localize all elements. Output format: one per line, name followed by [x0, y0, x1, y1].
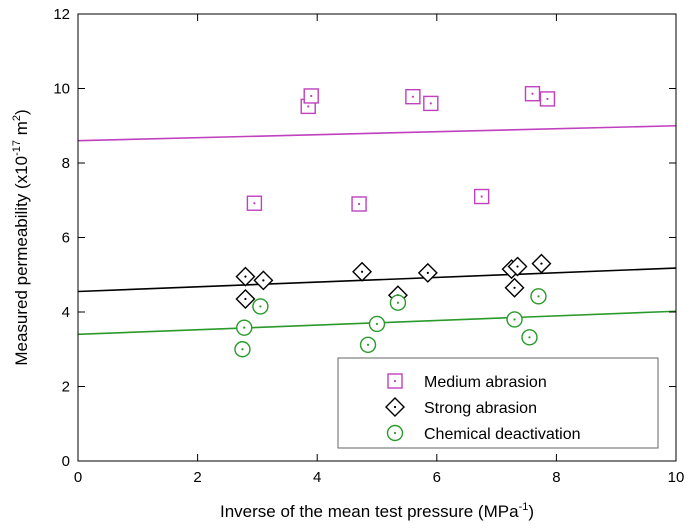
- circle-marker: [234, 341, 251, 358]
- diamond-marker: [417, 262, 438, 283]
- legend-entry: Chemical deactivation: [386, 424, 581, 443]
- y-axis-label: Measured permeability (x10-17 m2): [11, 109, 31, 365]
- x-tick-label: 0: [74, 469, 82, 486]
- legend-entry: Strong abrasion: [385, 397, 537, 417]
- diamond-marker: [235, 266, 256, 287]
- square-marker: [246, 195, 263, 211]
- fit-line-series-0: [77, 124, 677, 142]
- square-marker: [351, 196, 367, 212]
- fit-lines: [77, 124, 677, 336]
- y-tick-label: 2: [62, 379, 70, 396]
- legend: Medium abrasion Strong abrasion Chemical d…: [337, 357, 659, 449]
- y-tick-label: 4: [62, 304, 70, 321]
- x-axis-label: Inverse of the mean test pressure (MPa-1…: [220, 501, 534, 521]
- fit-line-series-1: [77, 267, 677, 293]
- square-marker: [539, 91, 556, 107]
- x-tick-label: 8: [552, 469, 560, 486]
- circle-marker: [252, 298, 269, 315]
- square-marker: [405, 88, 421, 105]
- square-marker: [423, 95, 439, 112]
- x-tick-label: 2: [193, 469, 201, 486]
- legend-diamond-marker: [385, 397, 405, 417]
- square-marker: [473, 188, 490, 205]
- y-tick-label: 8: [62, 155, 70, 172]
- circle-marker: [368, 315, 386, 333]
- y-tick-label: 10: [53, 81, 70, 98]
- axis-ticks: 0 2 4 6 8 10 0 2 4 6 8 10 12: [53, 6, 684, 486]
- legend-circle-marker: [386, 424, 404, 442]
- square-marker: [303, 88, 319, 104]
- circle-marker: [359, 336, 377, 353]
- legend-label: Strong abrasion: [424, 400, 537, 417]
- x-tick-label: 6: [433, 469, 441, 486]
- circle-marker: [521, 329, 538, 346]
- circle-marker: [506, 311, 523, 328]
- diamond-marker: [531, 253, 552, 274]
- x-tick-label: 10: [668, 469, 685, 486]
- circle-marker: [389, 294, 407, 311]
- diamond-marker: [352, 261, 373, 282]
- legend-label: Chemical deactivation: [424, 426, 581, 443]
- diamond-marker: [507, 256, 528, 277]
- y-tick-label: 0: [62, 453, 70, 470]
- legend-square-marker: [387, 373, 403, 389]
- legend-entry: Medium abrasion: [387, 373, 547, 391]
- y-tick-label: 12: [53, 6, 70, 23]
- x-tick-label: 4: [313, 469, 321, 486]
- data-points: [234, 86, 556, 358]
- circle-marker: [236, 319, 253, 336]
- diamond-marker: [253, 270, 274, 291]
- y-tick-label: 6: [62, 230, 70, 247]
- diamond-marker: [504, 277, 525, 298]
- circle-marker: [530, 288, 547, 305]
- legend-label: Medium abrasion: [424, 374, 547, 391]
- square-marker: [524, 86, 541, 102]
- diamond-marker: [235, 288, 256, 309]
